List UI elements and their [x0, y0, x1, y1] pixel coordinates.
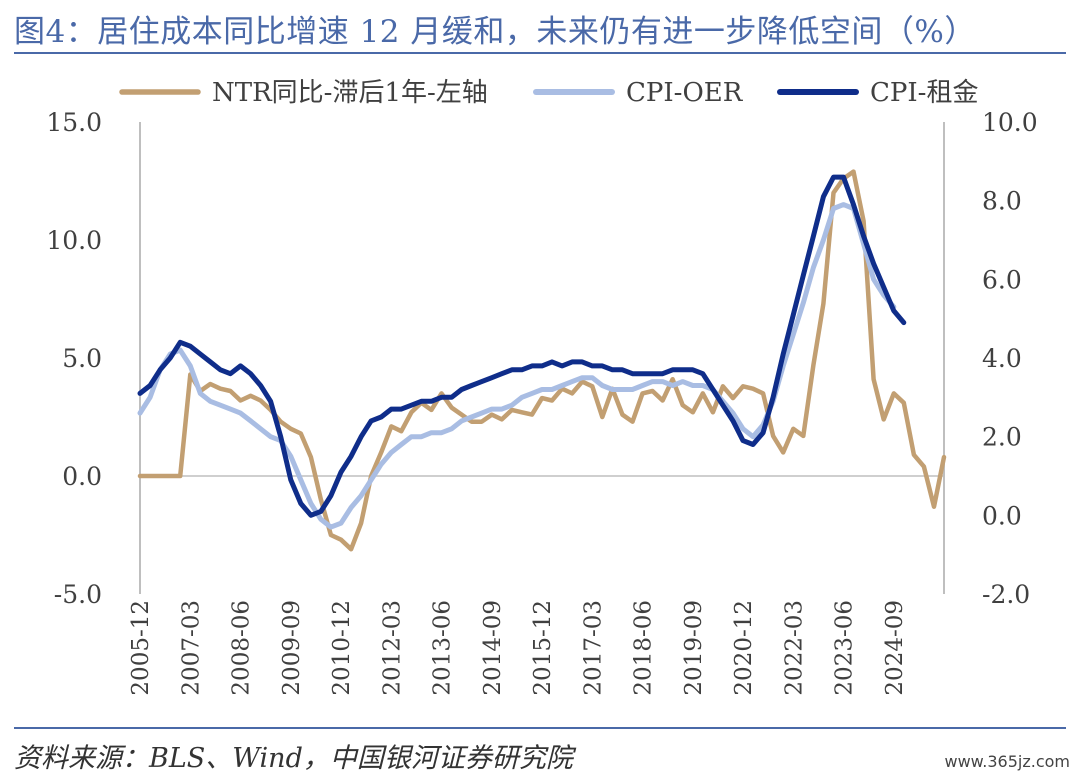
legend-label: NTR同比-滞后1年-左轴	[212, 78, 488, 108]
series-line-2	[137, 174, 907, 518]
x-tick-label: 2013-06	[430, 600, 456, 696]
y-right-tick-label: 0.0	[982, 501, 1022, 530]
x-tick-label: 2022-03	[781, 600, 807, 696]
x-tick-label: 2009-09	[279, 600, 305, 696]
y-right-tick-label: 10.0	[982, 108, 1038, 137]
x-tick-label: 2023-06	[832, 600, 858, 696]
x-tick-label: 2015-12	[530, 600, 556, 696]
source-note: 资料来源：BLS、Wind，中国银河证券研究院	[14, 743, 573, 774]
chart-title: 图4：居住成本同比增速 12 月缓和，未来仍有进一步降低空间（%）	[14, 14, 976, 50]
x-tick-label: 2012-03	[379, 600, 405, 696]
y-right-tick-label: 4.0	[982, 344, 1022, 373]
y-left-tick-label: 5.0	[62, 344, 102, 373]
y-left-tick-label: 15.0	[46, 108, 102, 137]
y-right-tick-label: 2.0	[982, 423, 1022, 452]
x-tick-label: 2010-12	[329, 600, 355, 696]
y-right-tick-label: 8.0	[982, 187, 1022, 216]
x-tick-label: 2017-03	[580, 600, 606, 696]
y-right-tick-label: 6.0	[982, 265, 1022, 294]
chart-axes	[139, 122, 945, 594]
tick-labels: -5.0 0.0 5.0 10.0 15.0 -2.0 0.0 2.0 4.0 6.0 8.0 10.…	[46, 108, 1037, 696]
y-right-tick-label: -2.0	[982, 580, 1030, 609]
x-tick-label: 2020-12	[731, 600, 757, 696]
watermark: www.365jz.com	[944, 752, 1070, 771]
x-tick-label: 2005-12	[128, 600, 154, 696]
x-tick-label: 2014-09	[480, 600, 506, 696]
x-tick-label: 2019-09	[681, 600, 707, 696]
source-rule	[14, 727, 1066, 729]
y-left-tick-label: 10.0	[46, 226, 102, 255]
x-tick-label: 2008-06	[229, 600, 255, 696]
x-tick-label: 2024-09	[882, 600, 908, 696]
y-left-tick-label: -5.0	[54, 580, 102, 609]
series-lines	[137, 169, 947, 552]
series-line-0	[137, 169, 947, 552]
x-tick-label: 2018-06	[631, 600, 657, 696]
legend-label: CPI-OER	[626, 78, 744, 108]
y-left-tick-label: 0.0	[62, 462, 102, 491]
x-tick-label: 2007-03	[178, 600, 204, 696]
chart-legend: NTR同比-滞后1年-左轴 CPI-OER CPI-租金	[119, 78, 978, 108]
legend-label: CPI-租金	[870, 78, 978, 108]
title-rule	[14, 52, 1066, 54]
